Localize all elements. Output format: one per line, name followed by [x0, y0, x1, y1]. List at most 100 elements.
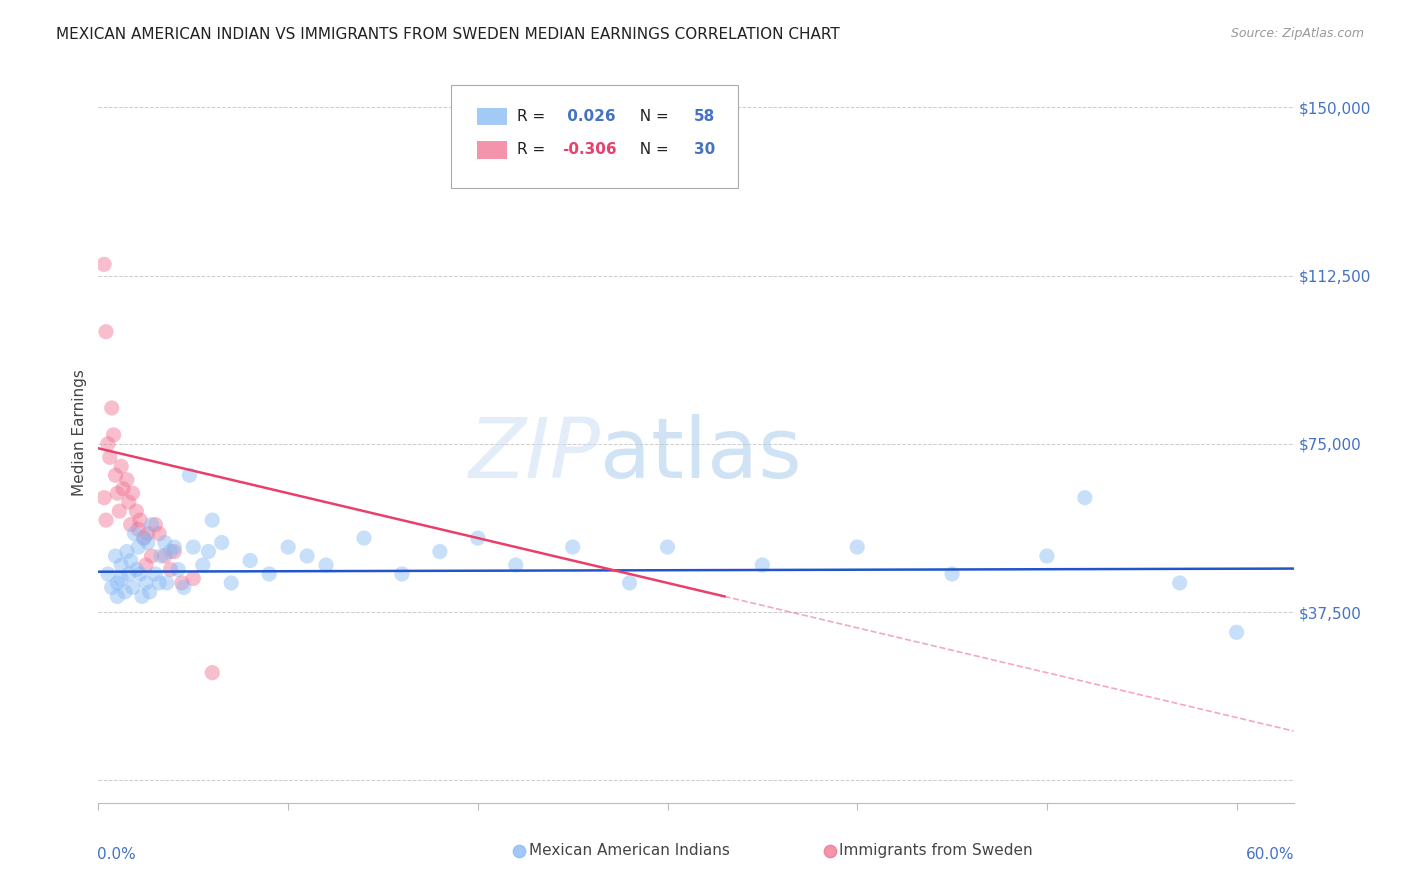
Point [93, 257, 115, 271]
Point [755, 773, 778, 788]
Text: 30: 30 [693, 143, 714, 157]
Point [114, 585, 136, 599]
Point [127, 522, 149, 536]
Text: 58: 58 [693, 109, 714, 124]
Y-axis label: Median Earnings: Median Earnings [72, 369, 87, 496]
Point [561, 540, 583, 554]
Point [170, 576, 193, 591]
Point [295, 549, 318, 563]
Text: Source: ZipAtlas.com: Source: ZipAtlas.com [1230, 27, 1364, 40]
Point [150, 549, 173, 563]
Point [181, 571, 204, 585]
Point [201, 665, 224, 680]
Text: -0.306: -0.306 [562, 143, 617, 157]
Point [163, 540, 186, 554]
Text: atlas: atlas [600, 414, 801, 495]
Text: R =: R = [517, 143, 550, 157]
Point [167, 562, 190, 576]
Point [148, 576, 170, 591]
Point [138, 585, 160, 599]
Point [104, 468, 127, 483]
Text: N =: N = [630, 143, 673, 157]
Point [129, 566, 152, 581]
Point [108, 504, 131, 518]
Point [156, 576, 179, 591]
Text: MEXICAN AMERICAN INDIAN VS IMMIGRANTS FROM SWEDEN MEDIAN EARNINGS CORRELATION CH: MEXICAN AMERICAN INDIAN VS IMMIGRANTS FR… [56, 27, 839, 42]
Point [1249, 773, 1271, 788]
Point [239, 553, 262, 567]
Point [124, 526, 146, 541]
Point [110, 459, 132, 474]
Point [135, 558, 157, 572]
Point [143, 566, 166, 581]
Point [143, 517, 166, 532]
Point [505, 558, 527, 572]
Point [173, 581, 195, 595]
Point [219, 576, 242, 591]
Point [97, 437, 120, 451]
Point [105, 590, 128, 604]
Point [159, 544, 181, 558]
Point [103, 428, 125, 442]
Point [141, 549, 163, 563]
Point [429, 544, 451, 558]
Point [120, 517, 142, 532]
Point [136, 535, 159, 549]
Point [129, 513, 152, 527]
Point [197, 544, 219, 558]
Point [121, 581, 143, 595]
Point [105, 576, 128, 591]
Point [1226, 625, 1249, 640]
Point [211, 535, 233, 549]
Bar [477, 108, 508, 126]
Point [141, 517, 163, 532]
Point [93, 491, 115, 505]
Point [105, 486, 128, 500]
Point [94, 325, 117, 339]
Point [120, 553, 142, 567]
Point [941, 566, 963, 581]
Text: N =: N = [630, 109, 673, 124]
Point [136, 526, 159, 541]
Point [153, 549, 176, 563]
Point [100, 401, 122, 415]
Point [112, 482, 135, 496]
Bar [477, 141, 508, 159]
Point [163, 544, 186, 558]
Point [391, 566, 413, 581]
Point [181, 540, 204, 554]
Point [1074, 491, 1097, 505]
Point [277, 540, 299, 554]
Point [315, 558, 337, 572]
Point [257, 566, 280, 581]
Point [153, 535, 176, 549]
Point [115, 544, 138, 558]
Point [159, 562, 181, 576]
Text: ZIP: ZIP [468, 414, 600, 495]
Point [132, 531, 155, 545]
Point [191, 558, 214, 572]
Point [121, 486, 143, 500]
Text: Mexican American Indians: Mexican American Indians [529, 844, 730, 858]
Point [104, 549, 127, 563]
Point [353, 531, 375, 545]
Point [125, 504, 148, 518]
Point [619, 576, 641, 591]
Point [751, 558, 773, 572]
Point [118, 566, 141, 581]
Text: 0.026: 0.026 [562, 109, 616, 124]
Text: R =: R = [517, 109, 550, 124]
Point [118, 495, 141, 509]
Point [98, 450, 121, 465]
Point [179, 468, 201, 483]
Text: Immigrants from Sweden: Immigrants from Sweden [839, 844, 1033, 858]
Point [131, 590, 153, 604]
Point [201, 513, 224, 527]
Point [132, 531, 155, 545]
Point [115, 473, 138, 487]
Point [94, 513, 117, 527]
FancyBboxPatch shape [451, 85, 738, 188]
Point [1168, 576, 1191, 591]
Point [657, 540, 679, 554]
Point [127, 540, 149, 554]
